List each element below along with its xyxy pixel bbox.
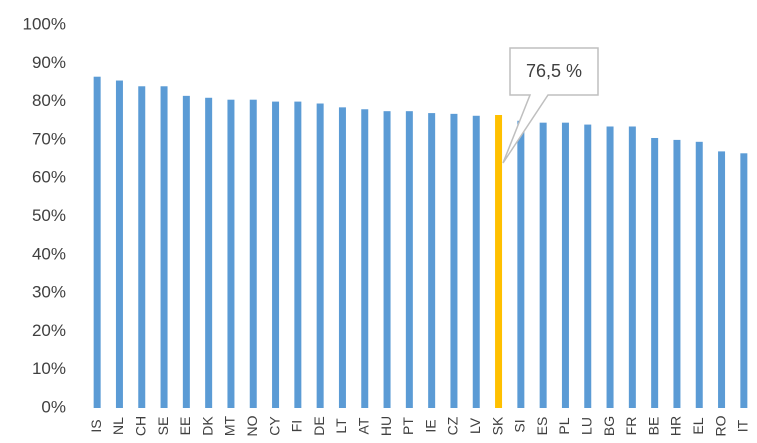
y-tick-label: 70% — [32, 129, 66, 148]
x-tick-label: HU — [378, 416, 394, 436]
y-tick-label: 40% — [32, 244, 66, 263]
bar — [740, 153, 748, 408]
x-tick-label: BG — [601, 416, 617, 436]
x-tick-label: LT — [333, 418, 349, 434]
x-tick-label: FI — [289, 420, 305, 432]
bar — [182, 95, 190, 408]
bar — [606, 126, 614, 409]
x-tick-label: ES — [534, 417, 550, 436]
x-tick-label: LV — [467, 417, 483, 434]
bar — [205, 97, 213, 409]
y-tick-label: 30% — [32, 283, 66, 302]
x-tick-label: PL — [556, 417, 572, 434]
bar — [338, 107, 346, 408]
x-tick-label: DE — [311, 416, 327, 435]
x-tick-label: SI — [512, 419, 528, 432]
x-tick-label: NO — [244, 415, 260, 436]
x-tick-label: BE — [645, 417, 661, 436]
x-tick-label: SE — [155, 417, 171, 436]
bar — [718, 151, 726, 408]
bar — [584, 124, 592, 408]
x-tick-label: LU — [578, 417, 594, 435]
bar — [115, 80, 123, 408]
bar — [93, 76, 101, 408]
bar — [160, 86, 168, 408]
y-tick-label: 10% — [32, 359, 66, 378]
x-tick-label: MT — [222, 415, 238, 436]
y-tick-label: 100% — [23, 14, 66, 33]
bar — [138, 86, 146, 408]
y-tick-label: 20% — [32, 321, 66, 340]
y-tick-label: 50% — [32, 206, 66, 225]
bar — [272, 101, 280, 408]
bar — [361, 109, 369, 408]
x-tick-label: PT — [400, 417, 416, 435]
bar — [472, 115, 480, 409]
y-tick-label: 0% — [41, 397, 66, 416]
x-tick-label: RO — [712, 415, 728, 436]
bar — [405, 111, 413, 409]
bar — [651, 137, 659, 409]
x-tick-label: AT — [355, 417, 371, 434]
x-tick-label: EE — [177, 417, 193, 436]
x-tick-label: DK — [199, 416, 215, 436]
x-tick-label: FR — [623, 417, 639, 436]
y-tick-label: 90% — [32, 53, 66, 72]
x-tick-label: CH — [132, 416, 148, 436]
bar — [673, 139, 681, 408]
annotation: 76,5 % — [526, 61, 582, 81]
y-tick-label: 60% — [32, 168, 66, 187]
bar — [561, 122, 569, 408]
bar — [316, 103, 324, 408]
x-tick-label: HR — [668, 416, 684, 436]
bar — [450, 113, 458, 408]
x-tick-label: IT — [735, 419, 751, 432]
bar — [227, 99, 235, 408]
bar — [517, 120, 525, 408]
bar — [249, 99, 257, 408]
x-tick-label: SK — [489, 416, 505, 435]
bar — [628, 126, 636, 409]
bar — [383, 111, 391, 409]
bar — [294, 101, 302, 408]
x-tick-label: CY — [266, 416, 282, 436]
bar — [428, 113, 436, 408]
x-tick-label: NL — [110, 417, 126, 435]
bar — [539, 122, 547, 408]
callout: 76,5 % — [502, 47, 599, 164]
bar — [695, 141, 703, 408]
x-tick-label: IS — [88, 419, 104, 432]
bar — [495, 115, 503, 408]
x-tick-label: CZ — [445, 416, 461, 435]
x-tick-label: IE — [422, 419, 438, 432]
x-tick-label: EL — [690, 417, 706, 434]
callout-box — [502, 47, 599, 164]
y-tick-label: 80% — [32, 91, 66, 110]
